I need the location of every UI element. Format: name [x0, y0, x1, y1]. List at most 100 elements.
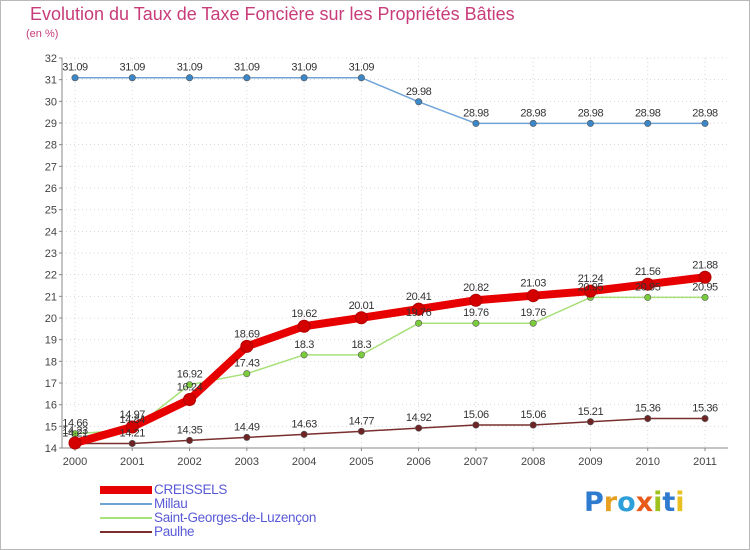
x-tick-label: 2000 — [63, 456, 87, 468]
x-tick-label: 2005 — [349, 456, 373, 468]
data-point-saint-georges — [529, 319, 537, 327]
data-point-millau — [472, 119, 480, 127]
x-tick-label: 2008 — [521, 456, 545, 468]
data-point-saint-georges — [186, 381, 194, 389]
data-label-millau: 31.09 — [349, 62, 375, 74]
y-tick-label: 31 — [45, 75, 57, 87]
data-label-saint-georges: 19.76 — [463, 307, 489, 319]
data-point-saint-georges — [644, 293, 652, 301]
y-tick-label: 23 — [45, 248, 57, 260]
logo-letter: i — [675, 487, 685, 518]
data-label-saint-georges: 16.92 — [177, 369, 203, 381]
data-point-saint-georges — [701, 293, 709, 301]
data-label-creissels: 21.03 — [520, 278, 546, 290]
data-label-saint-georges: 19.76 — [520, 307, 546, 319]
x-tick-label: 2001 — [120, 456, 144, 468]
data-label-saint-georges: 17.43 — [234, 358, 260, 370]
data-point-paulhe — [701, 415, 709, 423]
data-label-paulhe: 14.77 — [349, 415, 375, 427]
logo-letter: P — [584, 487, 604, 518]
y-tick-label: 24 — [45, 226, 57, 238]
unit-label: (en %) — [26, 28, 59, 40]
chart-title: Evolution du Taux de Taxe Foncière sur l… — [30, 4, 515, 24]
x-tick-label: 2011 — [693, 456, 717, 468]
x-tick-label: 2010 — [635, 456, 659, 468]
data-label-saint-georges: 18.3 — [351, 339, 371, 351]
data-point-millau — [300, 74, 308, 82]
data-point-millau — [71, 74, 79, 82]
data-label-paulhe: 14.35 — [177, 424, 203, 436]
data-label-creissels: 16.24 — [177, 381, 203, 393]
logo-letter: r — [603, 487, 618, 518]
data-label-millau: 28.98 — [520, 107, 546, 119]
y-tick-label: 17 — [45, 378, 57, 390]
data-label-creissels: 14.97 — [120, 409, 146, 421]
data-point-millau — [415, 98, 423, 106]
y-tick-label: 29 — [45, 118, 57, 130]
data-label-paulhe: 14.21 — [62, 427, 88, 439]
legend-swatch-creissels — [100, 483, 152, 497]
data-point-millau — [644, 119, 652, 127]
data-label-creissels: 21.24 — [578, 273, 604, 285]
y-tick-label: 25 — [45, 205, 57, 217]
data-point-paulhe — [644, 415, 652, 423]
data-label-millau: 28.98 — [578, 107, 604, 119]
data-point-millau — [586, 119, 594, 127]
data-label-creissels: 20.82 — [463, 282, 489, 294]
y-tick-label: 28 — [45, 140, 57, 152]
data-point-creissels — [240, 339, 254, 353]
legend-label-creissels: CREISSELS — [154, 482, 228, 497]
data-point-paulhe — [186, 436, 194, 444]
data-point-creissels — [412, 302, 426, 316]
data-point-paulhe — [586, 418, 594, 426]
legend-label-millau: Millau — [154, 496, 188, 511]
data-label-millau: 28.98 — [635, 107, 661, 119]
data-point-millau — [357, 74, 365, 82]
data-point-millau — [243, 74, 251, 82]
legend-swatch-millau — [100, 497, 152, 511]
legend-label-paulhe: Paulhe — [154, 524, 195, 539]
data-label-saint-georges: 20.95 — [692, 281, 718, 293]
x-tick-label: 2002 — [177, 456, 201, 468]
data-label-millau: 28.98 — [463, 107, 489, 119]
data-point-millau — [529, 119, 537, 127]
data-point-creissels — [354, 311, 368, 325]
data-label-creissels: 20.01 — [349, 300, 375, 312]
y-tick-label: 14 — [45, 443, 57, 455]
data-point-creissels — [698, 270, 712, 284]
data-label-paulhe: 14.92 — [406, 412, 432, 424]
data-point-saint-georges — [472, 319, 480, 327]
y-tick-label: 22 — [45, 270, 57, 282]
data-point-paulhe — [472, 421, 480, 429]
data-point-creissels — [125, 420, 139, 434]
data-label-paulhe: 15.21 — [578, 406, 604, 418]
data-point-paulhe — [128, 439, 136, 447]
data-label-millau: 31.09 — [234, 62, 260, 74]
data-label-paulhe: 14.63 — [291, 418, 317, 430]
data-point-saint-georges — [415, 319, 423, 327]
legend-swatch-paulhe — [100, 525, 152, 539]
x-tick-label: 2009 — [578, 456, 602, 468]
data-point-creissels — [183, 392, 197, 406]
logo-letter: o — [617, 487, 636, 518]
data-point-paulhe — [415, 424, 423, 432]
data-label-saint-georges: 19.76 — [406, 307, 432, 319]
data-label-saint-georges: 14.84 — [120, 414, 146, 426]
x-tick-label: 2003 — [235, 456, 259, 468]
data-label-millau: 31.09 — [291, 62, 317, 74]
data-label-paulhe: 14.21 — [120, 427, 146, 439]
y-tick-label: 18 — [45, 356, 57, 368]
data-label-paulhe: 15.06 — [520, 409, 546, 421]
data-label-paulhe: 15.06 — [463, 409, 489, 421]
data-label-creissels: 19.62 — [291, 308, 317, 320]
series-line-creissels — [71, 273, 709, 448]
data-point-paulhe — [529, 421, 537, 429]
logo-letter: t — [662, 487, 676, 518]
x-tick-label: 2004 — [292, 456, 316, 468]
data-label-saint-georges: 18.3 — [294, 339, 314, 351]
x-tick-label: 2006 — [406, 456, 430, 468]
x-tick-label: 2007 — [464, 456, 488, 468]
logo-letter: i — [653, 487, 663, 518]
data-label-creissels: 14.23 — [62, 425, 88, 437]
y-tick-label: 21 — [45, 291, 57, 303]
